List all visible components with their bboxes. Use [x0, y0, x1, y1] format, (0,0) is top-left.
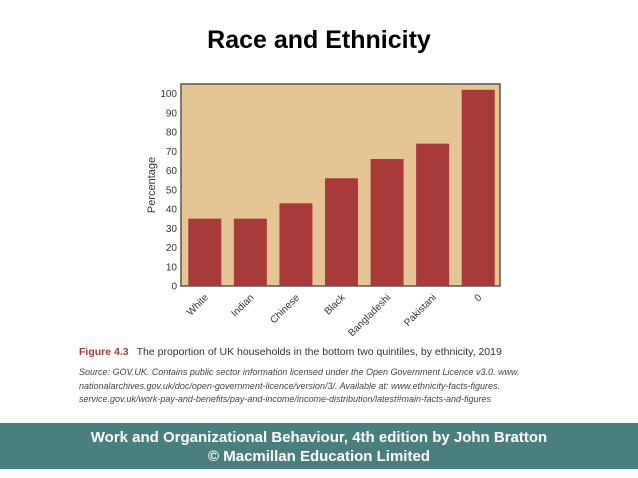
- bar-0: [461, 89, 495, 287]
- footer-banner: Work and Organizational Behaviour, 4th e…: [0, 423, 638, 469]
- footer-line-1: Work and Organizational Behaviour, 4th e…: [90, 429, 548, 446]
- x-tick-label: Indian: [229, 292, 256, 319]
- footer-line-2: © Macmillan Education Limited: [208, 448, 430, 465]
- slide-title: Race and Ethnicity: [207, 26, 431, 54]
- bar-indian: [233, 218, 267, 286]
- source-line: service.gov.uk/work-pay-and-benefits/pay…: [79, 394, 492, 405]
- x-tick-label: Chinese: [268, 292, 302, 326]
- bar-white: [188, 218, 222, 286]
- bar-chinese: [279, 203, 313, 286]
- y-axis-ticks: 0 10 20 30 40 50 60 70 80 90 100: [160, 89, 177, 292]
- y-tick-label: 50: [166, 185, 178, 196]
- y-tick-label: 10: [166, 262, 178, 273]
- y-tick-label: 60: [166, 166, 178, 177]
- x-tick-label: Bangladeshi: [346, 292, 393, 339]
- y-axis-label: Percentage: [146, 157, 158, 213]
- y-tick-label: 40: [166, 205, 178, 216]
- y-tick-label: 100: [160, 89, 177, 100]
- figure-label: Figure 4.3: [79, 346, 129, 358]
- figure-caption-text: The proportion of UK households in the b…: [136, 346, 502, 358]
- y-tick-label: 80: [166, 128, 178, 139]
- x-tick-label: White: [185, 292, 211, 318]
- bar-bangladeshi: [370, 159, 404, 286]
- source-note: Source: GOV.UK. Contains public sector i…: [79, 366, 609, 407]
- bar-black: [325, 178, 358, 286]
- y-tick-label: 20: [166, 243, 178, 254]
- y-tick-label: 70: [166, 147, 178, 158]
- source-line: nationalarchives.gov.uk/doc/open-governm…: [79, 380, 501, 391]
- source-line: Source: GOV.UK. Contains public sector i…: [79, 367, 520, 377]
- y-tick-label: 0: [171, 282, 177, 293]
- figure-caption: Figure 4.3 The proportion of UK household…: [79, 346, 619, 358]
- bar-pakistani: [416, 143, 450, 286]
- x-tick-label: Black: [323, 292, 349, 318]
- y-tick-label: 30: [166, 224, 178, 235]
- x-tick-label: 0: [473, 292, 485, 304]
- y-tick-label: 90: [166, 108, 178, 119]
- x-tick-label: Pakistani: [402, 292, 438, 328]
- bars-group: [188, 89, 495, 287]
